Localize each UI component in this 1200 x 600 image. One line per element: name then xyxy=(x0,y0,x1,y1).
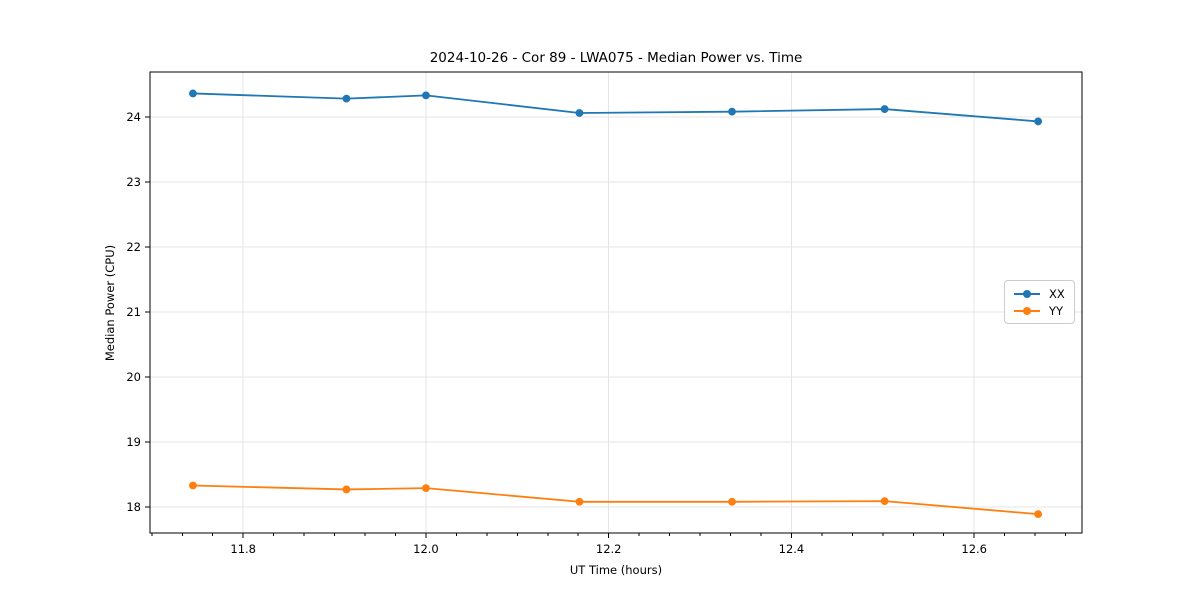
x-tick-label: 12.0 xyxy=(413,542,439,556)
data-point-yy xyxy=(1034,510,1043,519)
y-tick-label: 21 xyxy=(126,305,141,319)
x-tick-label: 12.4 xyxy=(779,542,805,556)
x-axis-label: UT Time (hours) xyxy=(569,563,663,577)
legend-line-marker-icon xyxy=(1014,306,1040,315)
data-point-yy xyxy=(880,497,889,506)
y-tick-label: 19 xyxy=(126,435,141,449)
legend-item-xx: XX xyxy=(1012,285,1068,302)
data-point-xx xyxy=(1034,117,1043,126)
data-point-xx xyxy=(422,91,430,100)
legend: XX YY xyxy=(1004,280,1075,324)
axes-spines xyxy=(149,71,1083,534)
x-tick-label: 11.8 xyxy=(230,542,256,556)
data-point-yy xyxy=(728,497,736,506)
legend-item-yy: YY xyxy=(1012,302,1068,319)
data-point-yy xyxy=(189,481,197,490)
data-point-xx xyxy=(189,89,197,98)
x-tick-label: 12.6 xyxy=(961,542,987,556)
y-axis-label: Median Power (CPU) xyxy=(103,244,117,362)
data-point-xx xyxy=(880,105,889,113)
legend-line-marker-icon xyxy=(1014,289,1040,298)
data-point-xx xyxy=(575,109,584,117)
x-tick-label: 12.2 xyxy=(596,542,622,556)
data-point-yy xyxy=(422,484,430,493)
y-tick-label: 22 xyxy=(126,240,141,254)
legend-label-xx: XX xyxy=(1049,286,1065,301)
series-line-yy xyxy=(192,484,1040,516)
data-point-xx xyxy=(728,107,736,116)
data-point-xx xyxy=(342,94,351,103)
y-tick-label: 23 xyxy=(126,175,141,189)
data-point-yy xyxy=(575,497,584,506)
chart-title: 2024-10-26 - Cor 89 - LWA075 - Median Po… xyxy=(429,50,803,66)
y-tick-label: 24 xyxy=(126,110,141,124)
legend-label-yy: YY xyxy=(1049,303,1064,318)
data-point-yy xyxy=(342,485,351,494)
y-tick-label: 20 xyxy=(126,370,141,384)
y-tick-label: 18 xyxy=(126,500,141,514)
